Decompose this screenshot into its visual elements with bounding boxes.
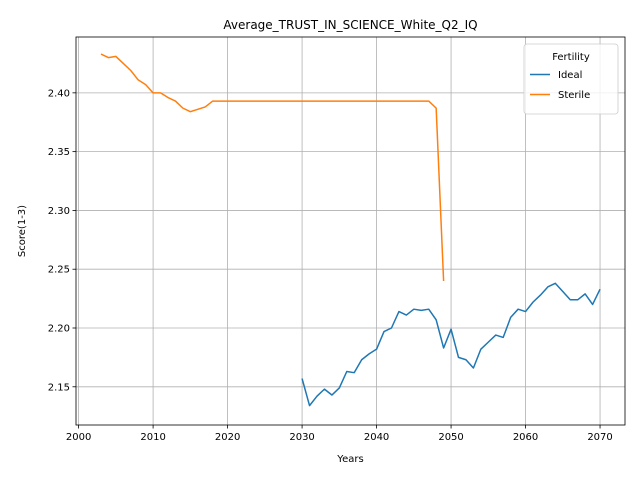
x-axis-title: Years — [336, 454, 363, 465]
y-tick-label: 2.35 — [48, 147, 70, 158]
x-axis-ticks: 2000 2010 2020 2030 2040 2050 2060 2070 — [66, 425, 613, 443]
legend-label-sterile: Sterile — [558, 90, 590, 101]
series-line-sterile — [100, 53, 445, 282]
legend-title: Fertility — [552, 52, 590, 63]
series-line-ideal — [301, 282, 601, 407]
y-tick-label: 2.30 — [48, 206, 70, 217]
x-tick-label: 2050 — [438, 432, 463, 443]
series-lines — [100, 53, 601, 407]
y-tick-label: 2.20 — [48, 324, 70, 335]
legend-label-ideal: Ideal — [558, 70, 582, 81]
x-tick-label: 2040 — [364, 432, 389, 443]
x-tick-label: 2060 — [513, 432, 538, 443]
legend: Fertility Ideal Sterile — [523, 43, 619, 115]
y-tick-label: 2.25 — [48, 265, 70, 276]
x-tick-label: 2030 — [289, 432, 314, 443]
x-tick-label: 2020 — [215, 432, 240, 443]
y-axis-title: Score(1-3) — [17, 205, 28, 257]
legend-box — [523, 43, 619, 115]
x-tick-label: 2000 — [66, 432, 91, 443]
y-tick-label: 2.15 — [48, 382, 70, 393]
x-tick-label: 2010 — [140, 432, 165, 443]
plot-frame — [75, 36, 626, 426]
y-axis-ticks: 2.15 2.20 2.25 2.30 2.35 2.40 — [48, 88, 76, 393]
x-tick-label: 2070 — [587, 432, 612, 443]
chart-title: Average_TRUST_IN_SCIENCE_White_Q2_IQ — [223, 18, 477, 32]
y-tick-label: 2.40 — [48, 88, 70, 99]
